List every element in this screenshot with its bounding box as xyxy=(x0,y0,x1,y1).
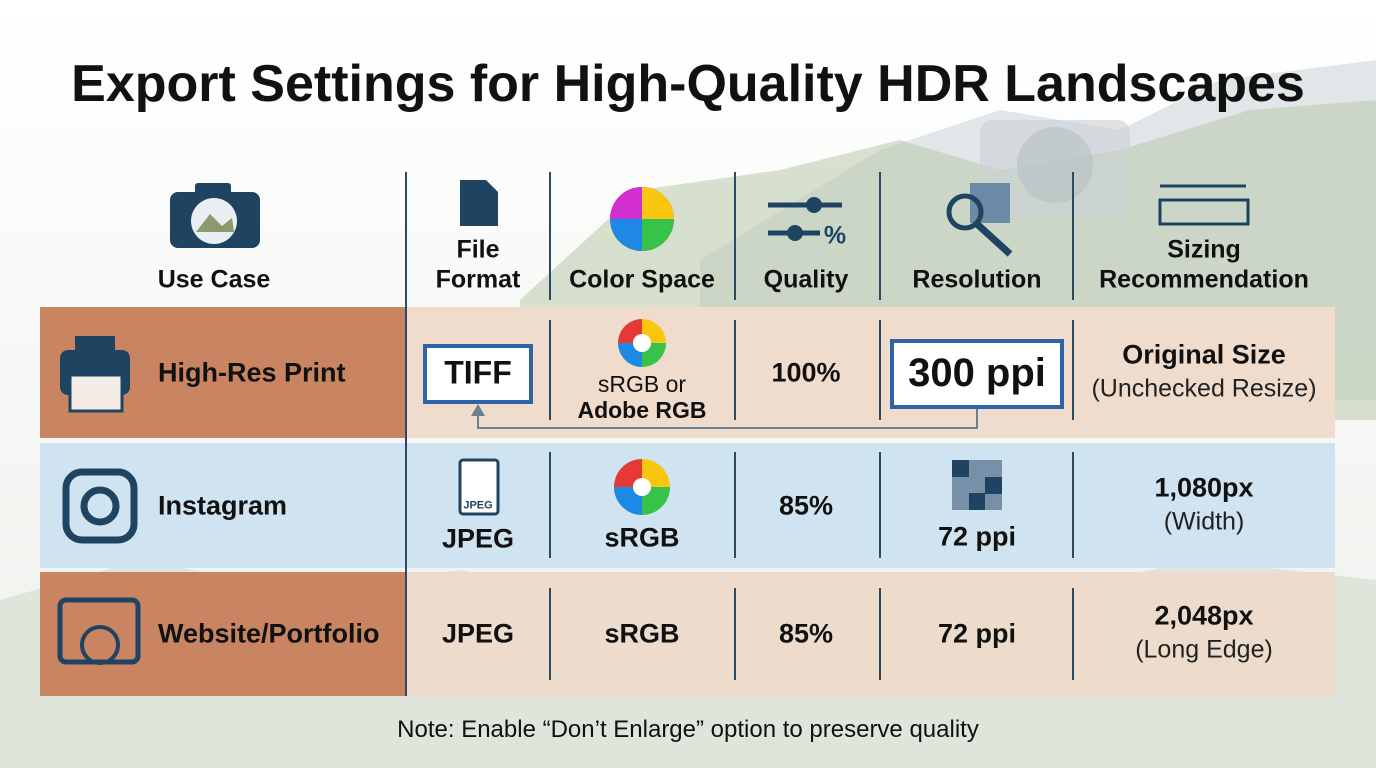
color-space: Adobe RGB xyxy=(577,396,707,423)
color-space: sRGB xyxy=(604,618,680,649)
icon-text: % xyxy=(823,221,847,250)
column-header: Color Space xyxy=(569,265,715,294)
title: Export Settings for High-Quality HDR Lan… xyxy=(71,55,1305,114)
format: JPEG xyxy=(441,523,515,554)
sizing-detail: (Unchecked Resize) xyxy=(1091,374,1317,403)
color-space: sRGB xyxy=(604,522,680,553)
quality: 100% xyxy=(771,357,841,388)
color-space: sRGB or xyxy=(597,370,687,397)
sizing: 2,048px xyxy=(1154,600,1254,631)
sizing: 1,080px xyxy=(1154,472,1254,503)
resolution: 72 ppi xyxy=(937,618,1017,649)
resolution: 300 ppi xyxy=(908,351,1046,395)
quality: 85% xyxy=(778,618,834,649)
column-header: Resolution xyxy=(912,265,1042,294)
row-bg xyxy=(40,443,1335,568)
note: Note: Enable “Don’t Enlarge” option to p… xyxy=(397,716,979,744)
format: JPEG xyxy=(441,618,515,649)
row-bg xyxy=(406,572,1335,696)
use-case: Instagram xyxy=(158,490,288,521)
column-header: File xyxy=(456,235,500,264)
sizing-detail: (Long Edge) xyxy=(1135,635,1273,664)
icon-text: JPEG xyxy=(463,499,493,512)
sizing-detail: (Width) xyxy=(1163,507,1245,536)
resolution: 72 ppi xyxy=(937,521,1017,552)
column-header: Use Case xyxy=(157,265,271,294)
column-header: Recommendation xyxy=(1099,265,1309,294)
quality: 85% xyxy=(778,490,834,521)
row-bg xyxy=(406,307,1335,438)
use-case: High-Res Print xyxy=(158,357,346,388)
column-header: Quality xyxy=(763,265,849,294)
column-header: Sizing xyxy=(1167,235,1241,264)
sizing: Original Size xyxy=(1122,339,1286,370)
row-usecase-bg xyxy=(40,572,406,696)
column-header: Format xyxy=(435,265,521,294)
format: TIFF xyxy=(444,354,512,391)
use-case: Website/Portfolio xyxy=(158,618,380,649)
